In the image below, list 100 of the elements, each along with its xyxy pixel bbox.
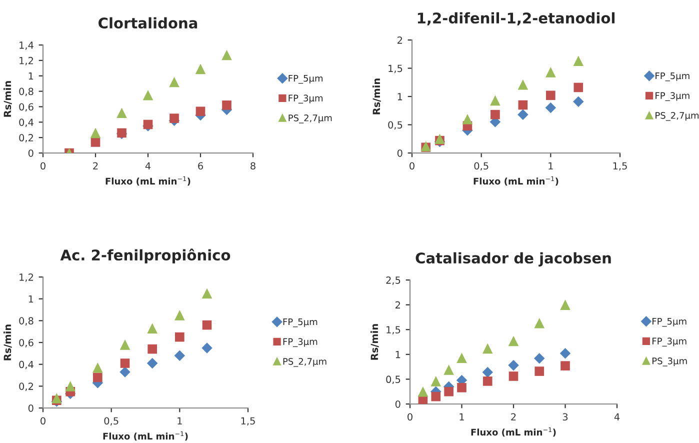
point bbox=[560, 361, 570, 370]
legend-label: FP_3µm bbox=[288, 94, 323, 104]
point bbox=[534, 352, 545, 364]
point bbox=[222, 50, 232, 60]
y-axis-title: Rs/min bbox=[4, 324, 12, 360]
legend-label: PS_2,7µm bbox=[288, 114, 332, 124]
point bbox=[508, 360, 519, 371]
y-tick-label: 0,2 bbox=[19, 382, 33, 391]
y-tick-label: 1 bbox=[28, 72, 34, 80]
y-tick-label: 0,8 bbox=[19, 88, 34, 96]
x-tick-label: 3 bbox=[562, 413, 568, 421]
point bbox=[456, 352, 467, 364]
chart-title: Catalisador de jacobsen bbox=[416, 252, 611, 266]
y-tick-label: 0,5 bbox=[386, 376, 400, 384]
y-tick-label: 0,6 bbox=[19, 103, 34, 112]
point bbox=[573, 96, 584, 107]
y-tick-label: 0 bbox=[28, 149, 34, 157]
x-axis-title: Fluxo (mL min$^{−1}$) bbox=[103, 431, 188, 441]
point bbox=[518, 109, 528, 120]
point bbox=[146, 358, 158, 369]
point bbox=[174, 350, 186, 361]
legend-label: FP_3µm bbox=[656, 92, 690, 101]
legend-label: PS_2,7µm bbox=[283, 358, 326, 367]
point bbox=[444, 364, 454, 375]
point bbox=[116, 108, 127, 118]
x-axis-title: Fluxo (mL min$^{−1}$) bbox=[106, 176, 190, 186]
point bbox=[560, 300, 570, 310]
legend-label: FP_5µm bbox=[283, 318, 318, 328]
point bbox=[444, 386, 454, 396]
point bbox=[418, 386, 428, 397]
y-tick-label: 0 bbox=[28, 404, 34, 412]
point bbox=[65, 381, 76, 392]
x-tick-label: 8 bbox=[250, 162, 256, 170]
x-axis-title: Fluxo (mL min$^{−1}$) bbox=[474, 176, 558, 186]
y-tick-label: 0 bbox=[395, 400, 400, 408]
point bbox=[482, 376, 492, 386]
legend-label: FP_5µm bbox=[656, 72, 690, 82]
x-tick-label: 1,5 bbox=[241, 417, 255, 426]
point bbox=[490, 95, 500, 106]
point bbox=[142, 90, 154, 100]
point bbox=[90, 138, 100, 147]
x-tick-label: 4 bbox=[145, 162, 151, 170]
point bbox=[52, 393, 62, 404]
point bbox=[560, 348, 571, 359]
point bbox=[482, 343, 493, 354]
x-tick-label: 1 bbox=[178, 417, 182, 424]
legend-label: FP_3µm bbox=[652, 338, 686, 346]
point bbox=[545, 102, 556, 114]
y-tick-label: 0,6 bbox=[19, 338, 34, 348]
legend-label: FP_3µm bbox=[283, 338, 318, 347]
legend-label: FP_5µm bbox=[652, 318, 686, 327]
x-tick-label: 0 bbox=[408, 413, 412, 421]
point bbox=[482, 366, 494, 378]
y-tick-label: 0,5 bbox=[388, 121, 402, 130]
x-tick-label: 1,5 bbox=[613, 162, 627, 171]
x-tick-label: 0,5 bbox=[104, 417, 118, 426]
y-tick-label: 1,4 bbox=[20, 42, 34, 50]
point bbox=[518, 79, 528, 90]
point bbox=[120, 366, 130, 378]
point bbox=[202, 320, 212, 330]
y-tick-label: 1,2 bbox=[20, 273, 33, 282]
y-tick-label: 0,2 bbox=[19, 134, 33, 142]
x-tick-label: 6 bbox=[198, 162, 203, 170]
point bbox=[490, 110, 500, 120]
y-tick-label: 1 bbox=[28, 295, 34, 303]
point bbox=[573, 56, 584, 66]
x-tick-label: 0,5 bbox=[474, 162, 488, 171]
point bbox=[92, 362, 103, 373]
y-tick-label: 1 bbox=[396, 351, 400, 358]
x-tick-label: 0 bbox=[410, 162, 414, 170]
point bbox=[175, 332, 184, 342]
point bbox=[147, 323, 158, 334]
y-tick-label: 2 bbox=[396, 301, 400, 308]
point bbox=[120, 340, 130, 350]
y-axis-title: Rs/min bbox=[372, 78, 381, 114]
point bbox=[174, 310, 185, 320]
chart-title: Ac. 2-fenilpropiônico bbox=[60, 248, 230, 264]
point bbox=[222, 100, 232, 110]
x-axis-title: Fluxo (mL min$^{−1}$) bbox=[471, 427, 556, 437]
point bbox=[120, 358, 130, 368]
point bbox=[546, 90, 556, 100]
point bbox=[148, 344, 157, 354]
y-tick-label: 1,5 bbox=[386, 326, 400, 334]
y-axis-title: Rs/min bbox=[370, 324, 379, 360]
point bbox=[508, 336, 519, 346]
legend-label: PS_3µm bbox=[652, 357, 687, 366]
point bbox=[457, 382, 466, 392]
y-tick-label: 1,2 bbox=[20, 56, 33, 66]
point bbox=[170, 114, 179, 123]
point bbox=[508, 372, 518, 381]
point bbox=[534, 366, 544, 376]
x-tick-label: 1 bbox=[460, 413, 464, 420]
y-tick-label: 2 bbox=[398, 36, 402, 44]
chart-title: 1,2-difenil-1,2-etanodiol bbox=[418, 12, 614, 26]
point bbox=[518, 100, 528, 110]
point bbox=[534, 318, 545, 328]
y-tick-label: 1,5 bbox=[388, 64, 402, 74]
point bbox=[430, 376, 442, 386]
point bbox=[546, 67, 556, 78]
legend-label: FP_5µm bbox=[288, 74, 323, 84]
